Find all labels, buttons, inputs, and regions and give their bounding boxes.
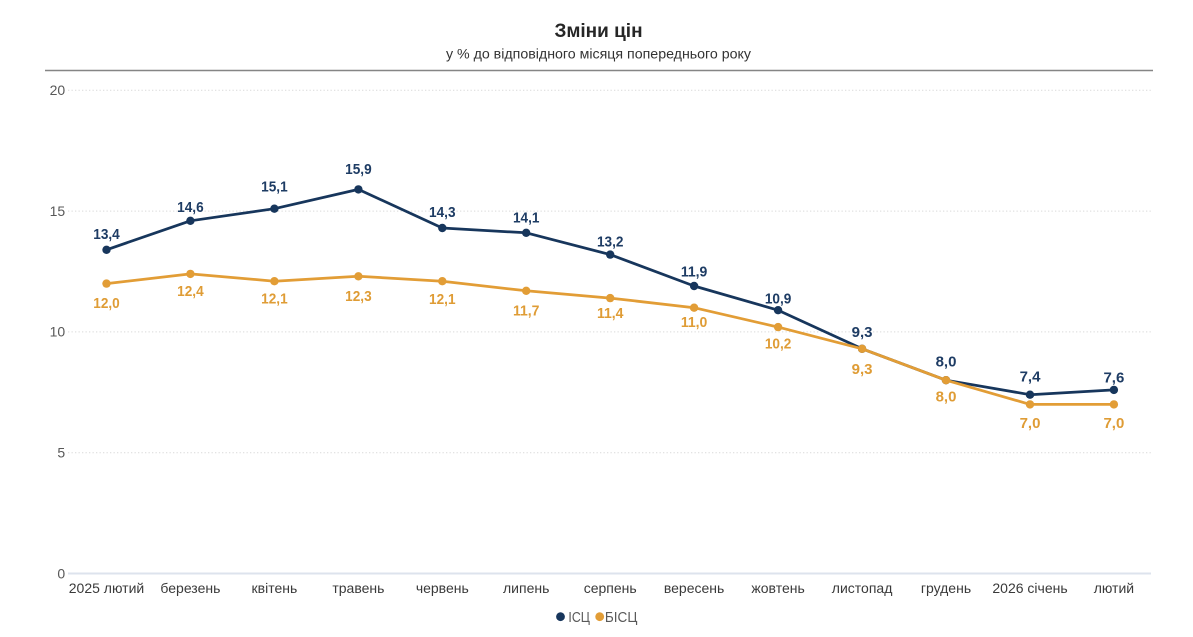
svg-text:ІСЦ: ІСЦ (568, 610, 590, 626)
svg-text:8,0: 8,0 (936, 354, 957, 371)
svg-text:15,1: 15,1 (261, 178, 288, 195)
svg-text:липень: липень (503, 580, 549, 596)
svg-text:7,4: 7,4 (1020, 369, 1042, 386)
svg-text:2026 січень: 2026 січень (992, 580, 1067, 596)
svg-text:вересень: вересень (664, 580, 724, 596)
svg-text:11,0: 11,0 (681, 314, 708, 331)
svg-text:березень: березень (160, 580, 220, 596)
svg-text:10: 10 (50, 324, 66, 340)
svg-text:13,2: 13,2 (597, 233, 624, 250)
svg-text:15: 15 (50, 203, 66, 219)
svg-text:15,9: 15,9 (345, 161, 372, 178)
svg-text:10,9: 10,9 (765, 290, 792, 307)
svg-text:10,2: 10,2 (765, 336, 792, 353)
svg-text:20: 20 (50, 82, 66, 98)
svg-text:0: 0 (57, 565, 65, 581)
svg-text:11,4: 11,4 (597, 305, 624, 322)
svg-text:14,1: 14,1 (513, 209, 540, 226)
svg-text:лютий: лютий (1094, 580, 1134, 596)
svg-text:12,0: 12,0 (93, 295, 120, 312)
svg-text:БІСЦ: БІСЦ (605, 610, 638, 626)
svg-text:5: 5 (57, 445, 65, 461)
svg-text:2025 лютий: 2025 лютий (69, 580, 144, 596)
svg-text:грудень: грудень (921, 580, 971, 596)
svg-text:12,1: 12,1 (429, 291, 456, 308)
svg-text:Зміни цін: Зміни цін (554, 21, 642, 42)
svg-text:листопад: листопад (832, 580, 893, 596)
svg-text:12,1: 12,1 (261, 291, 288, 308)
svg-text:12,3: 12,3 (345, 288, 372, 305)
svg-text:серпень: серпень (584, 580, 637, 596)
svg-text:8,0: 8,0 (936, 388, 957, 405)
svg-text:травень: травень (332, 580, 384, 596)
svg-text:11,7: 11,7 (513, 303, 540, 320)
svg-text:у % до відповідного місяця поп: у % до відповідного місяця попереднього … (446, 47, 752, 63)
svg-text:червень: червень (416, 580, 469, 596)
svg-text:11,9: 11,9 (681, 264, 708, 281)
svg-text:13,4: 13,4 (93, 226, 120, 243)
svg-text:14,3: 14,3 (429, 204, 456, 221)
svg-text:7,0: 7,0 (1020, 415, 1041, 432)
svg-text:12,4: 12,4 (177, 283, 204, 300)
svg-text:9,3: 9,3 (852, 324, 873, 341)
svg-text:7,0: 7,0 (1103, 415, 1124, 432)
svg-text:14,6: 14,6 (177, 199, 204, 216)
svg-text:жовтень: жовтень (751, 580, 804, 596)
svg-text:квітень: квітень (252, 580, 298, 596)
svg-text:7,6: 7,6 (1103, 369, 1124, 386)
svg-text:9,3: 9,3 (852, 361, 873, 378)
